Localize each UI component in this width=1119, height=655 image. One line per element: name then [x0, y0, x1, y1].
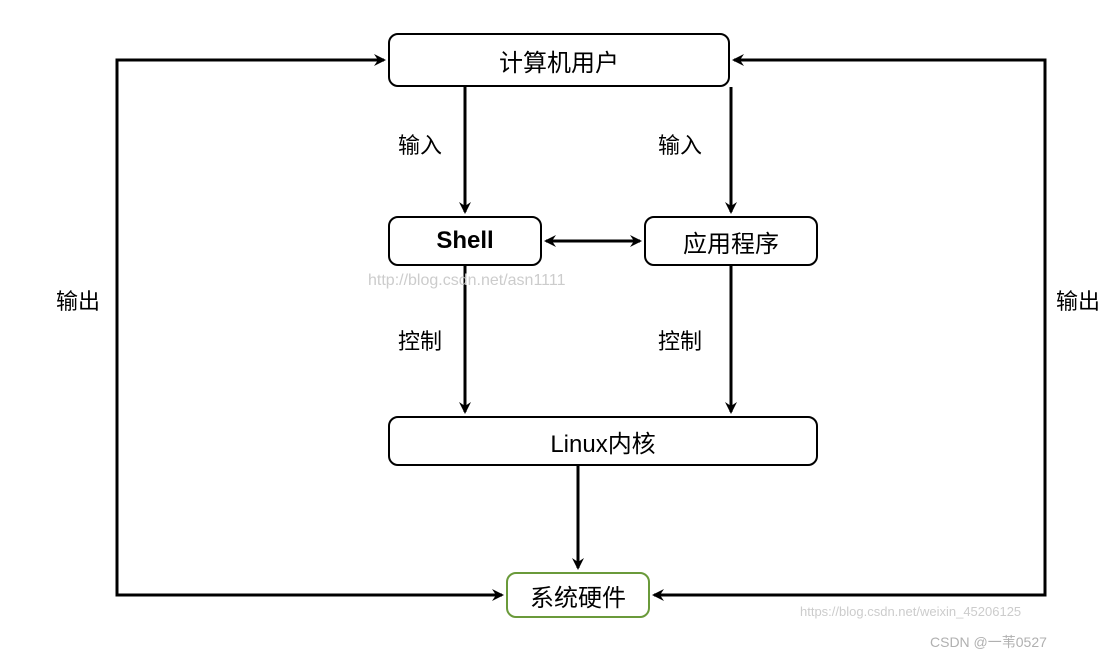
label-output-right: 输出 [1056, 284, 1100, 316]
edge-output-right [654, 60, 1045, 595]
node-shell-label: Shell [436, 227, 493, 255]
node-app: 应用程序 [644, 216, 818, 266]
node-app-label: 应用程序 [683, 224, 779, 259]
label-input-right: 输入 [658, 128, 702, 160]
node-user-label: 计算机用户 [499, 43, 619, 78]
edge-output-left [117, 60, 502, 595]
label-output-left: 输出 [56, 284, 100, 316]
node-shell: Shell [388, 216, 542, 266]
label-input-left: 输入 [398, 128, 442, 160]
node-hardware-label: 系统硬件 [530, 578, 626, 613]
diagram-edges [0, 0, 1119, 655]
label-control-right: 控制 [658, 324, 702, 356]
node-user: 计算机用户 [388, 33, 730, 87]
node-kernel: Linux内核 [388, 416, 818, 466]
node-kernel-label: Linux内核 [550, 424, 655, 459]
label-control-left: 控制 [398, 324, 442, 356]
node-hardware: 系统硬件 [506, 572, 650, 618]
